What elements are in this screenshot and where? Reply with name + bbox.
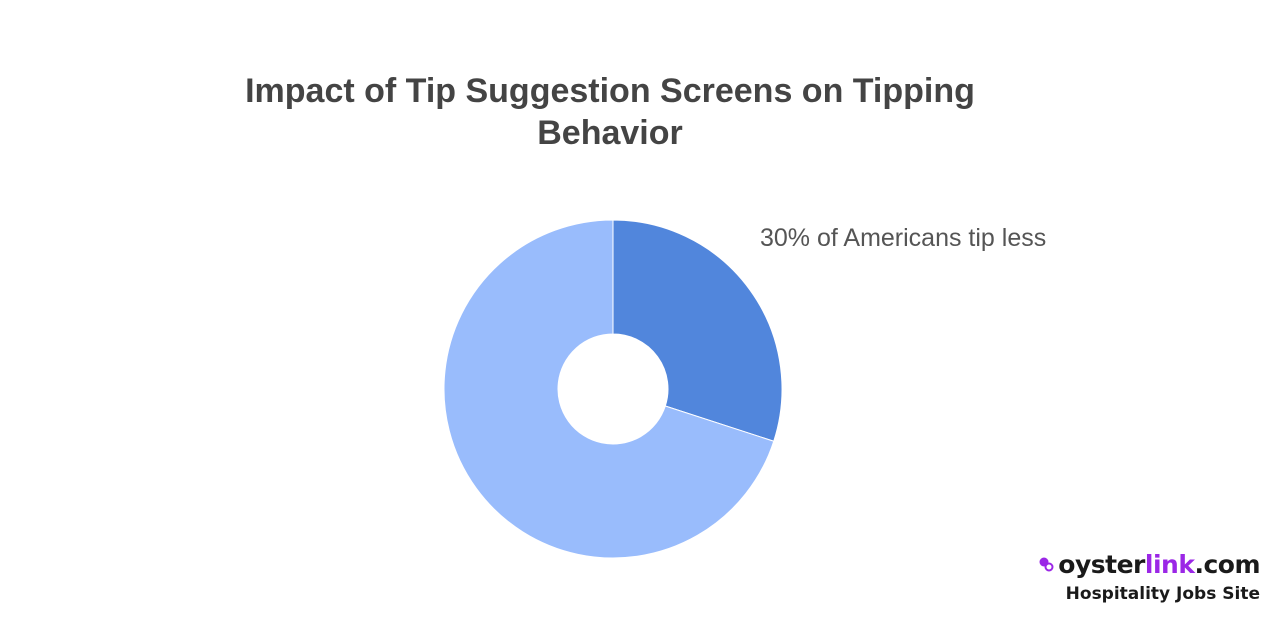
- oyster-link-icon: [1039, 557, 1054, 572]
- brand-tagline: Hospitality Jobs Site: [1065, 584, 1260, 604]
- slice-label-americans-tip-less: 30% of Americans tip less: [760, 224, 1047, 252]
- brand-name-part-1: oyster: [1058, 549, 1145, 579]
- donut-slice-0: [612, 219, 783, 442]
- chart-title: Impact of Tip Suggestion Screens on Tipp…: [150, 70, 1070, 154]
- brand-name-part-2: link: [1144, 549, 1195, 579]
- brand-name-row: oysterlink.com: [1030, 546, 1260, 582]
- brand-name: oysterlink.com: [1058, 550, 1260, 579]
- donut-slice-1: [443, 219, 775, 559]
- chart-title-line-2: Behavior: [537, 114, 683, 152]
- brand-logo: oysterlink.com Hospitality Jobs Site: [1030, 546, 1260, 604]
- chart-title-line-1: Impact of Tip Suggestion Screens on Tipp…: [245, 72, 975, 110]
- brand-name-part-3: .com: [1194, 549, 1260, 579]
